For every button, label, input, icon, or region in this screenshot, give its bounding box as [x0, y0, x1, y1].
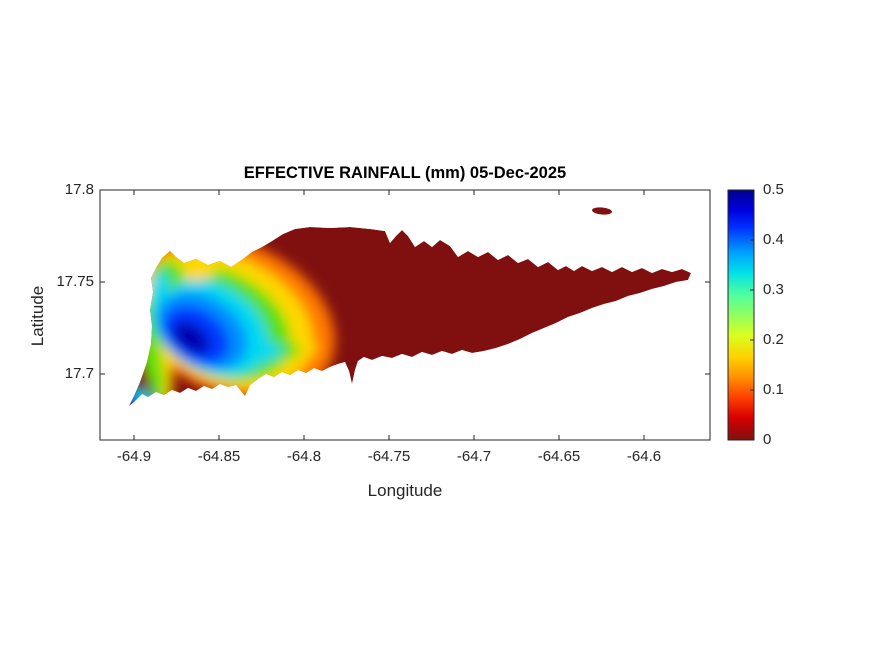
buck-island [592, 207, 612, 215]
x-tick-label: -64.85 [197, 448, 241, 465]
x-tick-label: -64.75 [367, 448, 411, 465]
colorbar-tick-label: 0.4 [763, 231, 784, 248]
y-tick-label: 17.7 [64, 365, 94, 382]
x-tick-label: -64.65 [537, 448, 581, 465]
colorbar [727, 189, 755, 441]
x-tick-label: -64.7 [456, 448, 492, 465]
colorbar-tick-marks [750, 239, 754, 391]
colorbar-tick-label: 0.2 [763, 331, 784, 348]
colorbar-tick-label: 0.1 [763, 381, 784, 398]
x-tick-label: -64.6 [626, 448, 662, 465]
y-tick-label: 17.8 [64, 181, 94, 198]
y-tick-label: 17.75 [56, 273, 94, 290]
chart-title: EFFECTIVE RAINFALL (mm) 05-Dec-2025 [243, 164, 567, 182]
colorbar-tick-label: 0.3 [763, 281, 784, 298]
colorbar-tick-label: 0.5 [763, 181, 784, 198]
axis-tick-marks [100, 189, 710, 440]
x-tick-label: -64.9 [116, 448, 152, 465]
x-tick-label: -64.8 [286, 448, 322, 465]
island-heatmap [129, 227, 691, 406]
y-axis-label: Latitude [28, 285, 47, 347]
x-axis-label: Longitude [367, 481, 443, 500]
colorbar-tick-label: 0 [763, 431, 772, 448]
